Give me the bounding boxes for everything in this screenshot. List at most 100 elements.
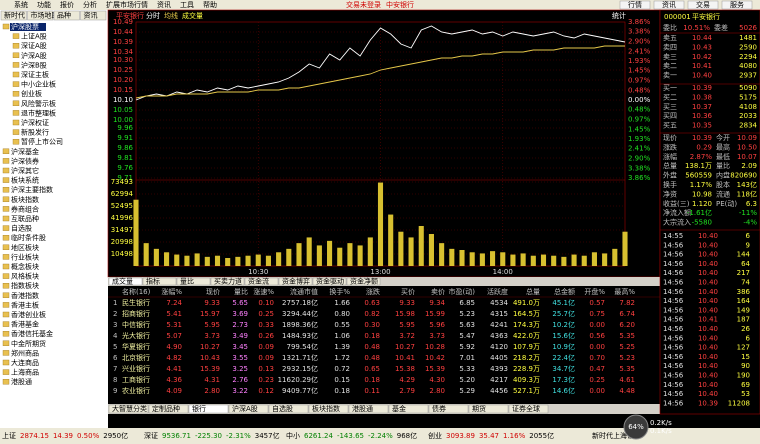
menu-item[interactable]: 资讯 [157,0,171,9]
menu-item[interactable]: 分析 [83,0,97,9]
tree-node[interactable]: 创业板 [21,89,42,98]
menu-item[interactable]: 功能 [37,0,51,9]
chart-tab-label[interactable]: 买卖力道 [214,277,242,286]
tree-node[interactable]: 沪深A股 [21,51,47,60]
chart-tab-label[interactable]: 成交量 [112,277,133,286]
menu-button[interactable] [687,0,719,10]
table-header[interactable]: 现价 [206,288,220,296]
chart-tab-label[interactable]: 量比 [180,277,194,286]
stock-name[interactable]: 光大银行 [122,331,150,340]
table-header[interactable]: 市盈(动) [449,287,476,296]
table-header[interactable]: 总量 [526,287,540,296]
tree-node[interactable]: 概念板块 [11,262,39,271]
table-tab-label[interactable]: 期货 [472,404,486,413]
tree-node[interactable]: 新股发行 [21,128,49,137]
sidebar-tab[interactable] [80,10,107,21]
table-tab[interactable] [108,404,149,414]
stock-name[interactable]: 农业银行 [122,386,150,395]
tree-node[interactable]: 香港指数 [11,291,39,300]
tree-node[interactable]: 中金所期货 [11,339,46,348]
tree-node[interactable]: 自选股 [11,224,32,233]
stock-name[interactable]: 民生银行 [122,298,150,307]
table-header[interactable]: 卖价 [431,288,445,296]
menu-button-label[interactable]: 服务 [730,0,744,9]
menu-button-label[interactable]: 行情 [628,0,642,9]
menu-item[interactable]: 报价 [60,0,74,9]
table-header[interactable]: 开盘% [584,287,605,296]
tree-node[interactable]: 暂停上市公司 [21,137,63,146]
table-tab[interactable] [228,404,269,414]
sidebar-tab[interactable] [0,10,27,21]
tree-node[interactable]: 香港信托基金 [11,329,53,338]
chart-tab-label[interactable]: 资金流 [248,277,269,286]
menu-button-label[interactable]: 资讯 [662,0,676,9]
tree-node[interactable]: 沪深权证 [21,118,49,127]
tree-node[interactable]: 沪深债券 [11,156,39,165]
tree-node[interactable]: 港股通 [11,377,32,386]
chart-tab-label[interactable]: 资金驱动 [316,277,344,286]
table-header[interactable]: 最高% [614,287,635,296]
chart-tab-label[interactable]: 指标 [146,277,160,286]
table-tab[interactable] [468,404,509,414]
sidebar-tab[interactable] [27,10,54,21]
table-tab[interactable] [188,404,229,414]
tree-node[interactable]: 沪深其它 [11,166,39,175]
table-header[interactable]: 涨跌 [366,287,380,296]
table-tab[interactable] [428,404,469,414]
menu-button[interactable] [721,0,753,10]
chart-tab[interactable] [210,277,245,286]
sidebar-tab-label[interactable]: 品种 [57,11,71,20]
tree-node[interactable]: 风险警示板 [21,99,56,108]
tree-node[interactable]: 香港主板 [11,300,39,309]
tree-node[interactable]: 沪深主要指数 [11,185,53,194]
table-header[interactable]: 流通市值 [290,287,318,296]
tree-node[interactable]: 风格板块 [11,272,39,281]
menu-item[interactable]: 扩展市场行情 [106,0,148,9]
tree-node[interactable]: 地区板块 [11,243,39,252]
tree-node[interactable]: 沪深基金 [11,147,39,156]
tree-node[interactable]: 沪深股票 [11,22,39,31]
menu-button[interactable] [653,0,685,10]
table-tab-label[interactable]: 板块指数 [312,404,340,413]
menu-item[interactable]: 系统 [14,0,28,9]
table-tab-label[interactable]: 自选股 [272,404,293,413]
table-header[interactable]: 总金额 [554,287,575,296]
tree-node[interactable]: 板块系统 [11,176,39,185]
menu-item[interactable]: 工具 [180,1,194,9]
chart-tab[interactable] [278,277,313,286]
table-tab-label[interactable]: 大智慧分类 [112,404,147,413]
table-header[interactable]: 涨幅% [161,287,182,296]
tree-node[interactable]: 上海商品 [11,368,39,377]
tree-node[interactable]: 板块指数 [11,195,39,204]
stock-name[interactable]: 中信银行 [122,320,150,329]
stock-name[interactable]: 北京银行 [122,353,150,362]
table-tab[interactable] [348,404,389,414]
tree-node[interactable]: 深证主板 [21,70,49,79]
chart-tab[interactable] [312,277,347,286]
stock-name[interactable]: 招商银行 [122,309,150,318]
menu-button[interactable] [619,0,651,10]
sidebar-tab[interactable] [53,10,80,21]
stock-name[interactable]: 兴业银行 [122,364,150,373]
table-header[interactable]: 量比 [234,287,248,296]
tree-node[interactable]: 互联品种 [11,214,39,223]
chart-tab[interactable] [176,277,211,286]
table-tab-label[interactable]: 沪深A股 [232,404,258,413]
tree-node[interactable]: 大连商品 [11,358,39,367]
tree-node[interactable]: 上证A股 [21,32,47,41]
menu-button-label[interactable]: 交易 [696,0,710,9]
tree-node[interactable]: 郑州商品 [11,348,39,357]
table-tab-label[interactable]: 港股通 [352,404,373,413]
table-tab-label[interactable]: 定制品种 [152,404,180,413]
chart-tab[interactable] [346,277,381,286]
tree-node[interactable]: 临时条件股 [11,233,46,242]
tree-node[interactable]: 深证A股 [21,41,47,50]
tree-node[interactable]: 退市整理板 [21,108,56,117]
table-tab-label[interactable]: 债券 [432,404,446,413]
table-tab[interactable] [148,404,189,414]
chart-tab-label[interactable]: 资金净额 [350,277,378,286]
table-tab-label[interactable]: 基金 [392,404,406,413]
sidebar-tab-label[interactable]: 资讯 [84,11,98,20]
sidebar-tab-label[interactable]: 市场地图 [31,11,59,20]
stat-button[interactable]: 统计 [612,11,626,20]
